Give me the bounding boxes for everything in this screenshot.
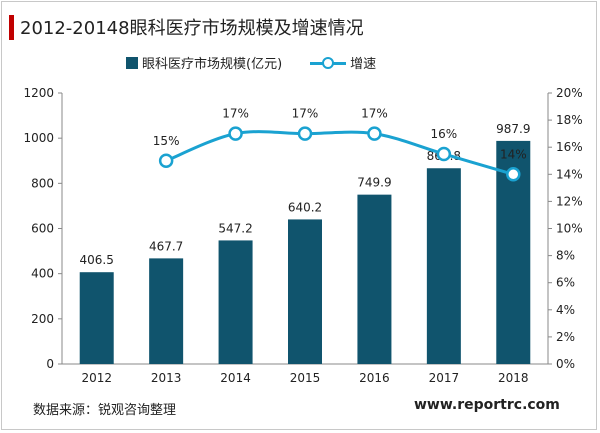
- legend-bar-swatch: [126, 56, 138, 69]
- growth-value-label: 14%: [500, 147, 527, 161]
- x-tick-label: 2017: [429, 371, 460, 385]
- legend-item-line: 增速: [310, 53, 376, 72]
- bar-value-label: 467.7: [149, 239, 183, 253]
- growth-value-label: 15%: [153, 134, 180, 148]
- y-right-tick-label: 16%: [556, 140, 583, 154]
- x-tick-label: 2016: [359, 371, 390, 385]
- bar-value-label: 749.9: [357, 176, 391, 190]
- y-left-tick-label: 600: [31, 222, 54, 236]
- bar: [357, 194, 392, 364]
- y-right-tick-label: 14%: [556, 167, 583, 181]
- y-right-tick-label: 2%: [556, 330, 575, 344]
- growth-value-label: 17%: [361, 107, 388, 121]
- bar: [426, 168, 461, 364]
- title-accent-bar: [9, 15, 14, 40]
- watermark: www.reportrc.com: [414, 397, 560, 413]
- chart-title: 2012-20148眼科医疗市场规模及增速情况: [20, 18, 364, 39]
- y-left-tick-label: 800: [31, 176, 54, 190]
- growth-point: [297, 126, 313, 141]
- y-right-tick-label: 10%: [556, 222, 583, 236]
- growth-point: [436, 146, 452, 162]
- bar-value-label: 547.2: [218, 221, 252, 235]
- legend-line-label: 增速: [350, 57, 377, 72]
- legend-line-swatch: [310, 56, 347, 69]
- x-tick-label: 2013: [151, 371, 182, 385]
- bar-value-label: 640.2: [288, 200, 322, 214]
- bar-value-label: 987.9: [496, 122, 530, 136]
- y-right-tick-label: 0%: [556, 357, 575, 371]
- growth-point: [367, 126, 382, 141]
- x-tick-label: 2018: [498, 371, 529, 385]
- bar: [149, 258, 184, 364]
- x-tick-label: 2014: [220, 371, 251, 385]
- x-tick-label: 2012: [81, 371, 112, 385]
- growth-line: [165, 130, 514, 176]
- y-right-tick-label: 12%: [556, 194, 583, 208]
- y-right-tick-label: 18%: [556, 113, 583, 127]
- source-note: 数据来源：锐观咨询整理: [33, 403, 177, 418]
- y-left-tick-label: 400: [31, 267, 54, 281]
- bar: [79, 272, 114, 364]
- y-right-tick-label: 8%: [556, 249, 575, 263]
- bar: [218, 240, 253, 364]
- growth-value-label: 16%: [431, 127, 458, 141]
- growth-point: [228, 126, 243, 141]
- y-right-tick-label: 20%: [556, 86, 583, 100]
- legend-bar-label: 眼科医疗市场规模(亿元): [142, 57, 283, 72]
- y-right-tick-label: 4%: [556, 303, 575, 317]
- legend-item-bar: 眼科医疗市场规模(亿元): [126, 53, 282, 72]
- growth-point: [158, 153, 174, 168]
- growth-value-label: 17%: [222, 107, 249, 121]
- bar-value-label: 406.5: [80, 253, 114, 267]
- y-left-tick-label: 200: [31, 312, 54, 326]
- legend: 眼科医疗市场规模(亿元) 增速: [126, 53, 404, 72]
- bar: [288, 219, 322, 364]
- growth-point: [506, 167, 521, 182]
- y-left-tick-label: 1000: [23, 131, 54, 145]
- x-tick-label: 2015: [290, 371, 321, 385]
- y-left-tick-label: 0: [46, 357, 54, 371]
- y-left-tick-label: 1200: [23, 86, 54, 100]
- y-right-tick-label: 6%: [556, 276, 575, 290]
- growth-value-label: 17%: [292, 107, 319, 121]
